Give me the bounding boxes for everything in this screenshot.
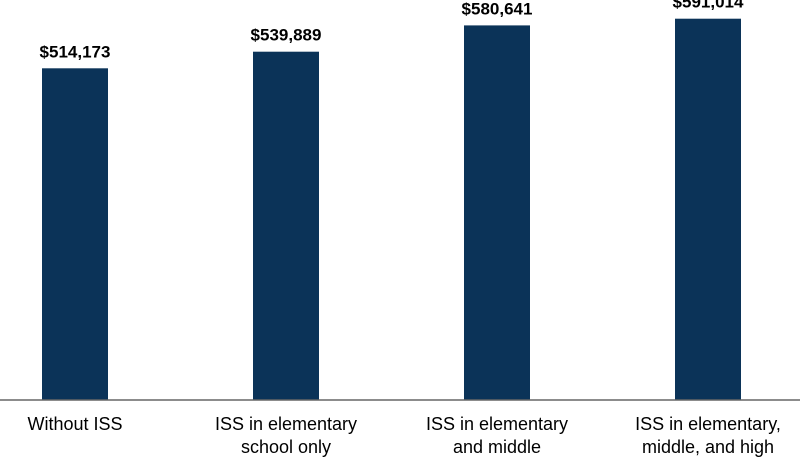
- bar-2: [253, 51, 319, 400]
- value-label-4: $591,014: [673, 0, 744, 12]
- value-label-3: $580,641: [462, 0, 533, 18]
- bar-1: [42, 68, 108, 401]
- value-label-2: $539,889: [251, 26, 322, 45]
- category-label-4-line-1: ISS in elementary,: [635, 414, 781, 434]
- category-label-4-line-2: middle, and high: [642, 437, 774, 457]
- category-label-2-line-2: school only: [241, 437, 331, 457]
- bar-4: [675, 18, 741, 400]
- category-label-3-line-2: and middle: [453, 437, 541, 457]
- category-labels-layer: Without ISS ISS in elementary school only I…: [27, 414, 780, 457]
- value-label-1: $514,173: [40, 42, 111, 61]
- bar-3: [464, 25, 530, 401]
- category-label-1-line-1: Without ISS: [27, 414, 122, 434]
- bars-layer: [42, 18, 741, 401]
- value-labels-layer: $514,173 $539,889 $580,641 $591,014: [40, 0, 744, 61]
- category-label-2-line-1: ISS in elementary: [215, 414, 357, 434]
- category-label-3-line-1: ISS in elementary: [426, 414, 568, 434]
